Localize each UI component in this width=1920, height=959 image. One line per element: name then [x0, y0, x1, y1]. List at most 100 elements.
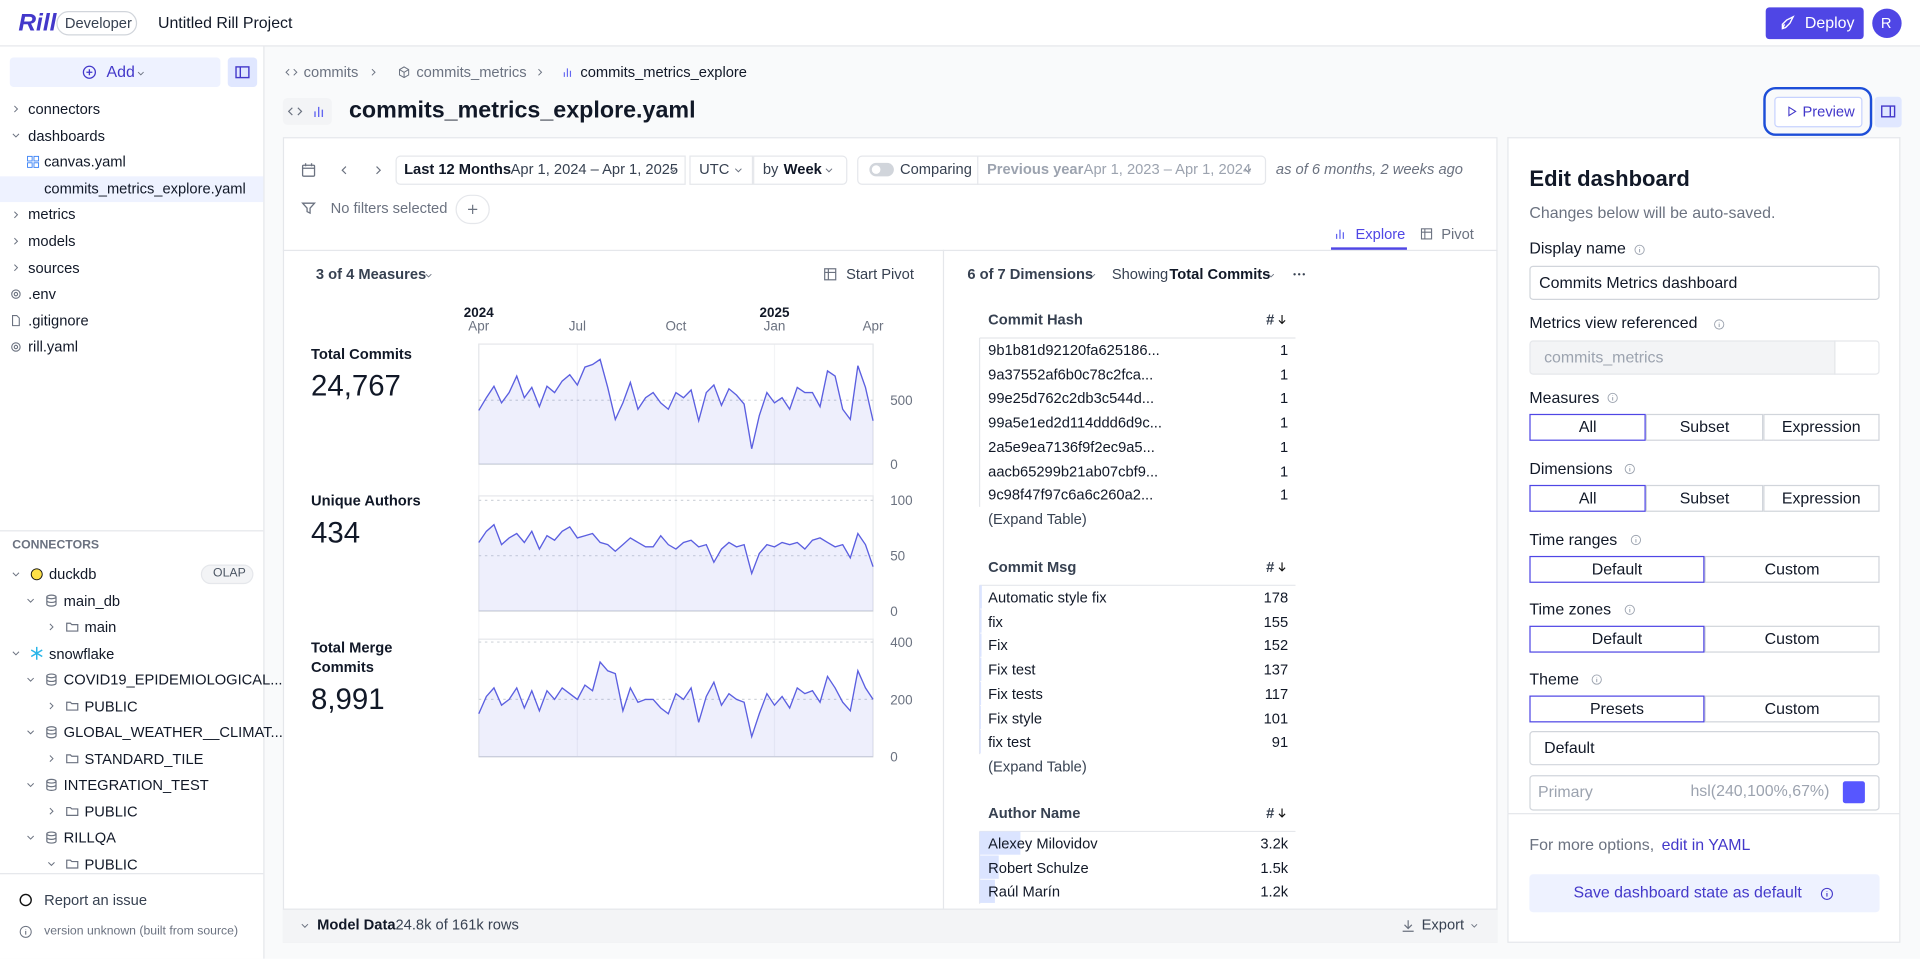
add-label[interactable]: Add — [106, 62, 135, 81]
expand-link[interactable]: (Expand Table) — [988, 757, 1087, 775]
icon-chevD[interactable] — [27, 598, 35, 603]
file-item[interactable]: connectors — [28, 100, 101, 118]
dimensions-header[interactable]: 6 of 7 Dimensions — [967, 265, 1094, 283]
tab[interactable]: Explore — [1355, 225, 1406, 243]
tab[interactable]: Pivot — [1441, 225, 1474, 243]
row-label[interactable]: Fix tests — [988, 685, 1043, 703]
segment[interactable] — [1529, 413, 1647, 441]
text-input[interactable] — [1529, 265, 1880, 300]
compare-box[interactable] — [857, 155, 1267, 185]
segment-label[interactable]: Expression — [1781, 417, 1861, 436]
segment[interactable] — [1646, 484, 1763, 512]
segment-label[interactable]: Subset — [1679, 488, 1730, 507]
add-button[interactable] — [9, 57, 221, 87]
icon-explore[interactable] — [314, 106, 324, 117]
row-label[interactable]: 99e25d762c2db3c544d... — [988, 389, 1155, 408]
compare-dates[interactable]: Apr 1, 2023 – Apr 1, 2024 — [1083, 160, 1252, 178]
yaml-link[interactable]: edit in YAML — [1661, 835, 1751, 854]
row-label[interactable]: fix test — [988, 733, 1031, 751]
row-label[interactable]: aacb65299b21ab07cbf9... — [988, 462, 1159, 480]
start-pivot[interactable]: Start Pivot — [846, 265, 914, 283]
row-label[interactable]: Fix style — [988, 709, 1043, 727]
file-item[interactable]: sources — [28, 259, 80, 277]
timezone-box[interactable] — [689, 155, 754, 185]
compare-range[interactable]: Previous year — [986, 160, 1084, 178]
icon-panel[interactable] — [235, 66, 250, 79]
file-item[interactable]: canvas.yaml — [44, 153, 126, 171]
segment[interactable] — [1529, 625, 1705, 653]
file-item[interactable]: .gitignore — [28, 311, 89, 330]
icon-chevD[interactable] — [48, 861, 55, 867]
row-label[interactable]: Fix test — [988, 661, 1036, 679]
segment-label[interactable]: Expression — [1781, 488, 1861, 507]
leaderboard-column[interactable]: # — [1266, 311, 1275, 329]
row-label[interactable]: 9a37552af6b0c78c2fca... — [988, 365, 1154, 383]
connector-item[interactable]: PUBLIC — [84, 697, 138, 715]
icon-sortDown[interactable] — [1278, 562, 1286, 572]
icon-code[interactable] — [287, 107, 303, 116]
segment[interactable] — [1704, 695, 1880, 723]
segment-label[interactable]: Custom — [1764, 699, 1820, 718]
icon-download[interactable] — [1402, 920, 1414, 932]
file-item[interactable]: rill.yaml — [28, 338, 78, 356]
icon-rocket[interactable] — [1781, 15, 1795, 30]
breadcrumb[interactable]: commits — [303, 63, 359, 81]
icon-chevD[interactable] — [27, 783, 35, 788]
leaderboard-column[interactable]: # — [1266, 558, 1275, 576]
segment-label[interactable]: Subset — [1679, 417, 1730, 436]
input-value[interactable]: Commits Metrics dashboard — [1539, 273, 1738, 292]
report-link[interactable]: Report an issue — [44, 891, 147, 909]
icon-chevR[interactable] — [14, 105, 19, 113]
row-label[interactable]: Fix — [988, 637, 1008, 655]
segment-label[interactable]: All — [1578, 417, 1597, 436]
segment[interactable] — [1762, 484, 1880, 512]
segment-label[interactable]: Presets — [1589, 699, 1644, 718]
connector-item[interactable]: STANDARD_TILE — [84, 750, 204, 768]
icon-chevD[interactable] — [27, 835, 35, 840]
segment-label[interactable]: All — [1578, 488, 1597, 507]
timezone[interactable]: UTC — [699, 160, 730, 178]
file-item[interactable]: .env — [28, 285, 56, 303]
icon-pivot[interactable] — [824, 268, 837, 281]
icon-chevR[interactable] — [14, 264, 19, 272]
color-swatch[interactable] — [1842, 781, 1865, 804]
connector-item[interactable]: PUBLIC — [84, 802, 138, 820]
icon-chevD[interactable] — [301, 923, 309, 928]
avatar-letter[interactable]: R — [1880, 14, 1892, 32]
connector-item[interactable]: GLOBAL_WEATHER__CLIMAT... — [63, 723, 283, 741]
row-label[interactable]: 9b1b81d92120fa625186... — [988, 341, 1160, 359]
icon-plusC[interactable] — [82, 65, 97, 79]
deploy-button[interactable] — [1765, 7, 1864, 40]
time-dates[interactable]: Apr 1, 2024 – Apr 1, 2025 — [510, 160, 679, 178]
breadcrumb[interactable]: commits_metrics_explore — [580, 63, 747, 81]
icon-play[interactable] — [1788, 106, 1797, 117]
icon-chevD[interactable] — [137, 71, 144, 76]
measures-header[interactable]: 3 of 4 Measures — [315, 265, 427, 283]
segment[interactable] — [1529, 555, 1705, 583]
icon-sortDown[interactable] — [1278, 315, 1286, 325]
connector-item[interactable]: snowflake — [48, 644, 115, 662]
segment[interactable] — [1529, 695, 1705, 723]
icon-chevD[interactable] — [27, 730, 35, 735]
logo[interactable]: Rill — [18, 9, 57, 37]
row-label[interactable]: 2a5e9ea7136f9f2ec9a5... — [988, 438, 1155, 456]
row-label[interactable]: Automatic style fix — [988, 588, 1107, 607]
icon-chevD[interactable] — [12, 651, 20, 656]
leaderboard-column[interactable]: # — [1266, 804, 1275, 822]
grain-prefix[interactable]: by — [762, 160, 779, 178]
row-label[interactable]: fix — [988, 613, 1003, 631]
icon-chevD[interactable] — [1471, 924, 1478, 928]
connector-item[interactable]: INTEGRATION_TEST — [63, 776, 209, 794]
icon-chevR[interactable] — [49, 755, 54, 762]
icon-chevR[interactable] — [14, 237, 19, 245]
icon-sortDown[interactable] — [1278, 808, 1286, 818]
icon-chevD[interactable] — [27, 677, 35, 682]
segment-label[interactable]: Custom — [1764, 629, 1820, 648]
segment[interactable] — [1646, 413, 1763, 441]
row-label[interactable]: Alexey Milovidov — [988, 835, 1098, 853]
time-range-box[interactable] — [395, 155, 686, 185]
file-item[interactable]: metrics — [28, 206, 76, 224]
file-item[interactable]: models — [28, 232, 76, 250]
row-label[interactable]: 99a5e1ed2d114ddd6d9c... — [988, 413, 1162, 432]
icon-chevR[interactable] — [49, 623, 54, 631]
